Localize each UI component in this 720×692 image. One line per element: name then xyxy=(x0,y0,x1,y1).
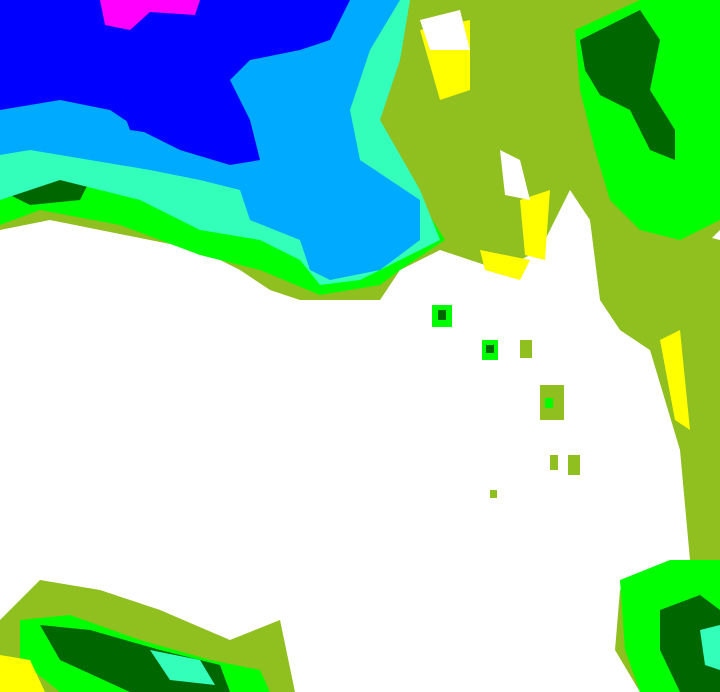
precip-yellow-sw xyxy=(0,655,45,692)
precip-blue-2 xyxy=(115,75,245,150)
precip-dark-green-se xyxy=(660,595,720,692)
precip-cell xyxy=(550,455,558,470)
precip-magenta xyxy=(100,0,200,30)
precip-yellow-2 xyxy=(520,190,550,260)
precip-cell xyxy=(490,490,497,498)
precip-cell xyxy=(545,398,553,408)
precip-cell xyxy=(486,345,494,353)
precip-white-hole-2 xyxy=(500,150,530,200)
precip-aqua-se xyxy=(700,625,720,670)
precip-cell xyxy=(520,340,532,358)
precip-olive-east xyxy=(600,200,720,560)
precip-yellow-4 xyxy=(480,250,530,280)
precip-cell xyxy=(568,455,580,475)
precip-white-hole xyxy=(420,10,470,50)
precip-aqua-sw xyxy=(150,650,215,685)
precip-dark-green-ne xyxy=(580,10,675,160)
precip-yellow-3 xyxy=(660,330,690,430)
precip-cell xyxy=(438,310,446,320)
